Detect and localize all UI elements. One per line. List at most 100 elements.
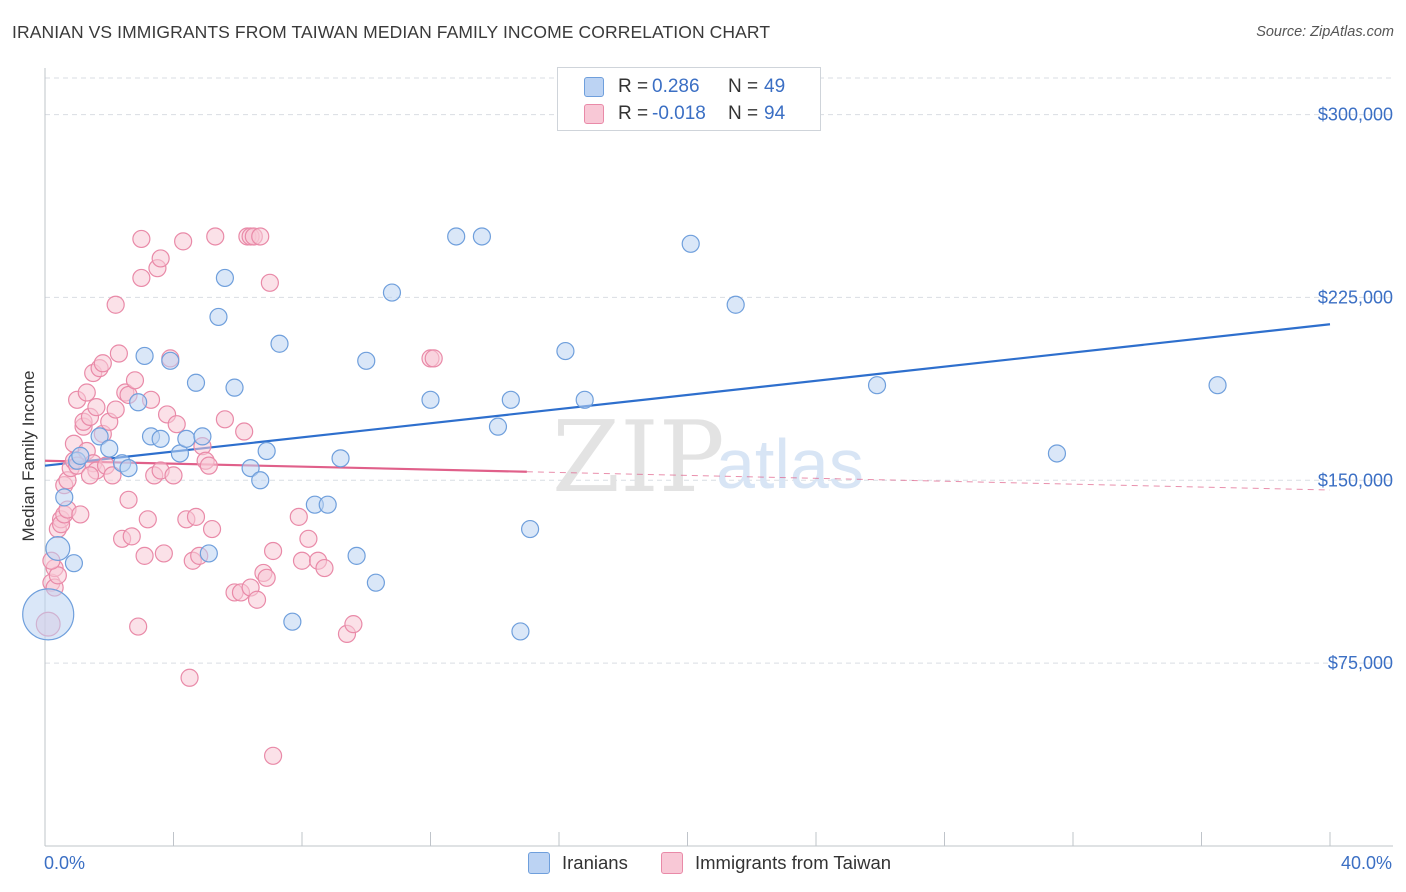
taiwan-point: [199, 456, 218, 475]
taiwan-point: [260, 273, 279, 292]
taiwan-point: [180, 668, 199, 687]
iranian-point: [488, 417, 508, 436]
y-tick-labels: $75,000 $150,000 $225,000 $300,000: [1318, 105, 1393, 674]
legend-row-taiwan: R = -0.018 N = 94: [584, 102, 785, 126]
legend-label-taiwan: Immigrants from Taiwan: [695, 852, 892, 873]
iranian-point: [472, 227, 491, 246]
chart-title: IRANIAN VS IMMIGRANTS FROM TAIWAN MEDIAN…: [12, 22, 771, 42]
iranian-point: [22, 588, 75, 641]
iranian-point: [119, 458, 138, 478]
iranian-point: [71, 446, 90, 466]
legend-n-label: N =: [728, 103, 759, 124]
iranian-point: [366, 573, 385, 592]
legend-r-label: R =: [618, 103, 649, 124]
iranian-point: [161, 351, 180, 370]
iranian-point: [135, 346, 154, 366]
taiwan-point: [125, 371, 145, 390]
taiwan-point: [247, 590, 267, 609]
iranian-point: [55, 488, 74, 507]
taiwan-point: [257, 568, 276, 587]
iranian-point: [209, 307, 228, 327]
iranian-point: [270, 334, 289, 353]
iranian-point: [186, 373, 206, 392]
iranian-point: [421, 390, 440, 409]
legend-swatch-pink: [584, 104, 604, 124]
x-tick-label-min: 0.0%: [44, 853, 85, 873]
taiwan-point: [164, 466, 183, 485]
watermark-zip: ZIP: [552, 401, 725, 515]
taiwan-point: [129, 617, 148, 636]
legend-r-value: -0.018: [652, 103, 706, 124]
y-tick-label: $75,000: [1328, 653, 1393, 673]
iranian-point: [193, 427, 212, 446]
iranian-point: [100, 439, 119, 458]
taiwan-point: [344, 615, 363, 634]
taiwan-point: [186, 507, 206, 526]
taiwan-point: [202, 519, 222, 539]
taiwan-point: [109, 344, 128, 363]
watermark: ZIP atlas: [552, 401, 864, 515]
iranian-point: [283, 612, 302, 631]
taiwan-point: [71, 505, 90, 524]
iranian-point: [45, 536, 71, 562]
y-axis-title: Median Family Income: [19, 370, 38, 541]
iranian-point: [151, 429, 170, 448]
taiwan-point: [289, 507, 308, 526]
taiwan-point: [103, 466, 122, 485]
iranian-point: [867, 376, 887, 395]
source-note: Source: ZipAtlas.com: [1256, 24, 1394, 40]
legend-swatch-blue: [584, 77, 604, 97]
taiwan-point: [87, 398, 106, 417]
taiwan-point: [77, 383, 96, 402]
iranian-point: [331, 449, 350, 468]
taiwan-point: [292, 551, 312, 570]
iranian-points: [22, 227, 1227, 641]
stats-legend: R = 0.286 N = 49 R = -0.018 N = 94: [557, 67, 821, 131]
iranian-point: [357, 351, 376, 370]
iranian-point: [556, 341, 575, 361]
iranian-point: [347, 546, 366, 565]
taiwan-point: [106, 400, 125, 419]
taiwan-point: [151, 249, 170, 268]
taiwan-points: [35, 227, 443, 765]
taiwan-point: [263, 541, 283, 561]
legend-swatch-blue: [528, 852, 550, 874]
iranian-point: [241, 458, 260, 478]
x-tick-label-max: 40.0%: [1341, 853, 1392, 873]
trend-line-dashed: [526, 471, 1331, 491]
legend-r-label: R =: [618, 76, 649, 97]
taiwan-point: [215, 410, 234, 429]
taiwan-point: [138, 510, 157, 529]
taiwan-point: [154, 544, 173, 563]
taiwan-point: [174, 232, 193, 251]
iranian-point: [90, 427, 109, 446]
taiwan-point: [119, 490, 138, 509]
taiwan-point: [80, 466, 100, 485]
iranian-point: [681, 234, 700, 253]
legend-item-iranians: Iranians: [528, 852, 628, 874]
trend-line-solid: [44, 323, 1331, 467]
taiwan-point: [315, 558, 334, 578]
legend-label-iranians: Iranians: [562, 852, 628, 873]
taiwan-point: [132, 229, 151, 249]
iranian-point: [199, 544, 218, 563]
gridlines: [45, 77, 1393, 664]
iranian-point: [257, 441, 276, 461]
iranian-point: [382, 283, 402, 302]
legend-r-value: 0.286: [652, 76, 700, 97]
legend-n-label: N =: [728, 76, 759, 97]
iranian-point: [64, 554, 84, 573]
legend-n-value: 94: [764, 103, 786, 124]
taiwan-point: [206, 227, 225, 246]
iranian-point: [1047, 444, 1067, 463]
taiwan-point: [135, 546, 154, 565]
taiwan-point: [167, 415, 186, 434]
iranian-point: [575, 390, 594, 409]
taiwan-point: [299, 529, 318, 548]
iranian-point: [177, 429, 196, 448]
iranian-point: [1208, 376, 1227, 395]
axes: [44, 68, 1393, 847]
iranian-point: [318, 495, 337, 514]
iranian-point: [251, 471, 270, 490]
